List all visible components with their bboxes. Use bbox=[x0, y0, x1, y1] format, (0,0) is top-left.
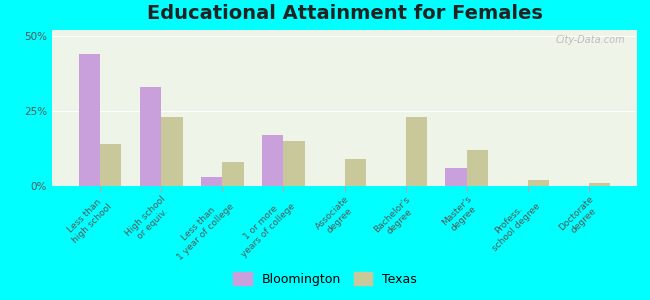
Bar bbox=[283, 141, 305, 186]
Bar bbox=[589, 183, 610, 186]
Title: Educational Attainment for Females: Educational Attainment for Females bbox=[146, 4, 543, 23]
Bar bbox=[528, 180, 549, 186]
Bar bbox=[445, 168, 467, 186]
Legend: Bloomington, Texas: Bloomington, Texas bbox=[228, 267, 422, 291]
Bar bbox=[161, 117, 183, 186]
Bar bbox=[262, 135, 283, 186]
Bar bbox=[201, 177, 222, 186]
Bar bbox=[222, 162, 244, 186]
Bar bbox=[344, 159, 366, 186]
Bar bbox=[100, 144, 122, 186]
Text: City-Data.com: City-Data.com bbox=[556, 35, 625, 45]
Bar bbox=[79, 54, 100, 186]
Bar bbox=[140, 87, 161, 186]
Bar bbox=[406, 117, 427, 186]
Bar bbox=[467, 150, 488, 186]
